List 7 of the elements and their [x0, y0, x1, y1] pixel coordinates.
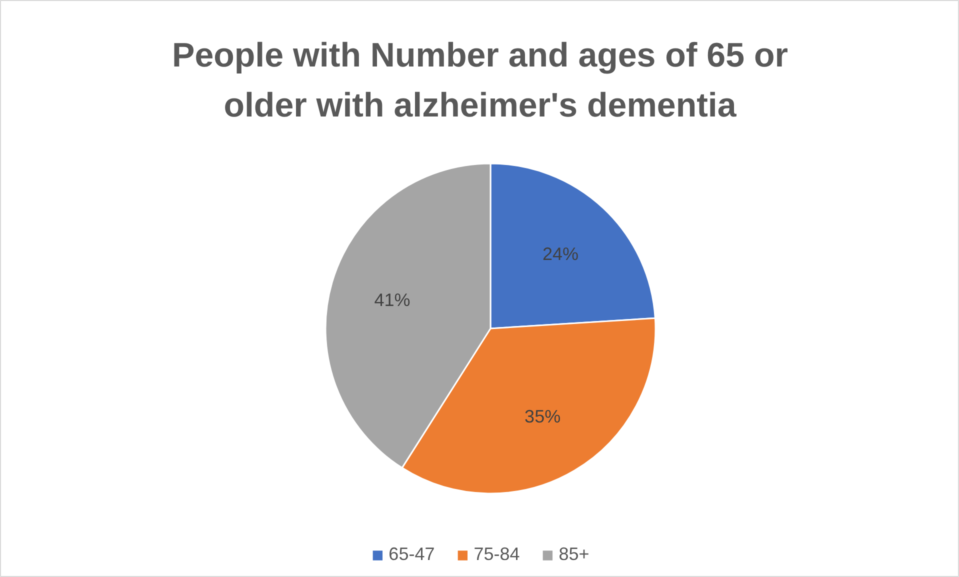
data-label: 24% — [542, 244, 579, 264]
data-label: 35% — [524, 406, 561, 427]
data-label: 41% — [374, 290, 410, 310]
chart-title: People with Number and ages of 65 or older with alzheimer's dementia — [172, 36, 788, 124]
legend-label: 75-84 — [474, 544, 520, 565]
legend-label: 85+ — [558, 544, 590, 565]
legend-label: 65-47 — [388, 544, 435, 565]
